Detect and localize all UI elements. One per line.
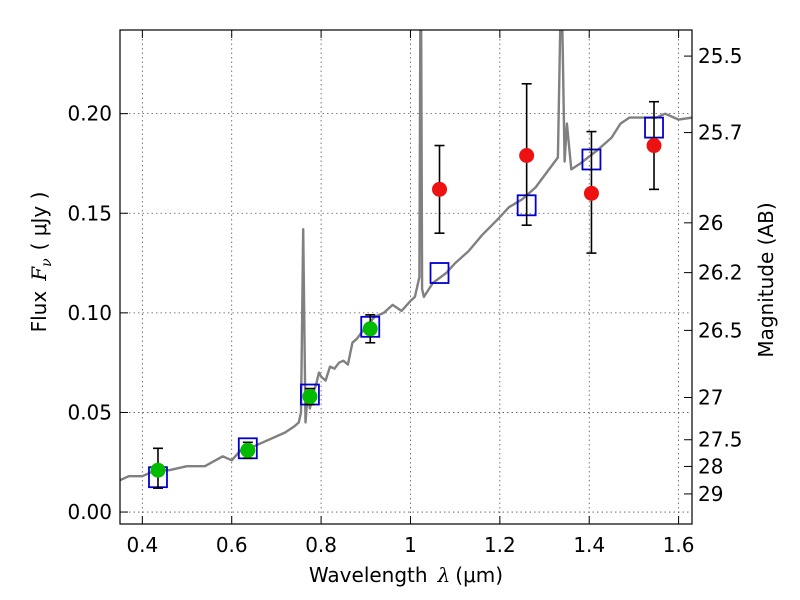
plot-frame <box>119 29 693 525</box>
y2-tick-label: 26.2 <box>698 261 743 285</box>
y2-tick-label: 28 <box>698 454 723 478</box>
observed-point <box>150 462 166 478</box>
y2-tick-label: 26.5 <box>698 318 743 342</box>
y-tick-label: 0.10 <box>67 301 112 325</box>
y2-tick-label: 27 <box>698 386 723 410</box>
observed-point <box>519 147 535 163</box>
y2-tick-label: 25.7 <box>698 121 743 145</box>
observed-point <box>646 138 662 154</box>
x-tick-label: 0.8 <box>305 533 337 557</box>
observed-point <box>302 389 318 405</box>
grid <box>120 30 692 524</box>
y2-tick-label: 25.5 <box>698 44 743 68</box>
x-tick-label: 1 <box>404 533 417 557</box>
y-tick-label: 0.00 <box>67 500 112 524</box>
plot-contents <box>120 30 692 489</box>
y-tick-label: 0.05 <box>67 400 112 424</box>
spectrum-line <box>120 30 692 482</box>
y-tick-label: 0.20 <box>67 102 112 126</box>
y-tick-label: 0.15 <box>67 201 112 225</box>
x-tick-label: 1.6 <box>663 533 695 557</box>
y-axis-title: FluxFν( μJy ) <box>27 192 55 333</box>
x-tick-label: 1.4 <box>573 533 605 557</box>
observed-point <box>432 181 448 197</box>
x-axis-title: Wavelength λ (μm) <box>309 563 503 587</box>
observed-point <box>240 442 256 458</box>
y2-tick-label: 27.5 <box>698 428 743 452</box>
x-tick-label: 0.6 <box>216 533 248 557</box>
y2-tick-label: 26 <box>698 211 723 235</box>
y2-tick-label: 29 <box>698 482 723 506</box>
axis-ticks: 0.4 0.6 0.8 1 1.2 1.4 1.6 0.00 0.05 0.10 0.15 0.20 2… <box>67 30 743 557</box>
observed-point <box>583 185 599 201</box>
model-point <box>429 262 450 284</box>
x-tick-label: 0.4 <box>126 533 158 557</box>
y2-axis-title: Magnitude (AB) <box>754 202 778 357</box>
x-tick-label: 1.2 <box>484 533 516 557</box>
observed-point <box>362 321 378 337</box>
plot-area <box>120 30 692 489</box>
